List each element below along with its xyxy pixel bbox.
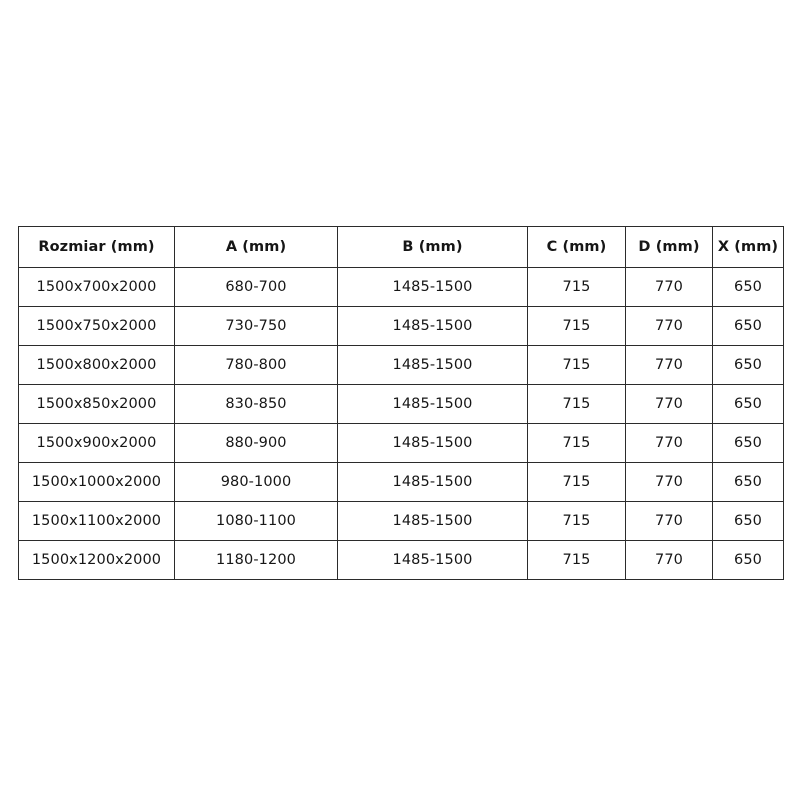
cell-x: 650: [712, 306, 784, 346]
cell-a: 730-750: [174, 306, 338, 346]
cell-d: 770: [625, 345, 713, 385]
cell-rozmiar: 1500x750x2000: [18, 306, 175, 346]
column-header-rozmiar: Rozmiar (mm): [18, 226, 175, 268]
cell-c: 715: [527, 267, 626, 307]
cell-d: 770: [625, 501, 713, 541]
column-header-d: D (mm): [625, 226, 713, 268]
table-row: 1500x1100x2000 1080-1100 1485-1500 715 7…: [18, 501, 784, 541]
cell-b: 1485-1500: [337, 540, 528, 580]
cell-d: 770: [625, 267, 713, 307]
cell-x: 650: [712, 423, 784, 463]
cell-rozmiar: 1500x700x2000: [18, 267, 175, 307]
cell-d: 770: [625, 306, 713, 346]
cell-a: 780-800: [174, 345, 338, 385]
table-row: 1500x1000x2000 980-1000 1485-1500 715 77…: [18, 462, 784, 502]
cell-rozmiar: 1500x800x2000: [18, 345, 175, 385]
cell-a: 880-900: [174, 423, 338, 463]
cell-b: 1485-1500: [337, 462, 528, 502]
dimensions-table: Rozmiar (mm) A (mm) B (mm) C (mm) D (mm)…: [18, 226, 784, 580]
cell-b: 1485-1500: [337, 267, 528, 307]
cell-c: 715: [527, 540, 626, 580]
table-header: Rozmiar (mm) A (mm) B (mm) C (mm) D (mm)…: [18, 226, 784, 268]
column-header-x: X (mm): [712, 226, 784, 268]
cell-b: 1485-1500: [337, 306, 528, 346]
cell-rozmiar: 1500x1100x2000: [18, 501, 175, 541]
cell-rozmiar: 1500x1200x2000: [18, 540, 175, 580]
cell-x: 650: [712, 462, 784, 502]
spec-table-container: Rozmiar (mm) A (mm) B (mm) C (mm) D (mm)…: [18, 226, 784, 580]
cell-d: 770: [625, 423, 713, 463]
table-row: 1500x900x2000 880-900 1485-1500 715 770 …: [18, 423, 784, 463]
cell-rozmiar: 1500x1000x2000: [18, 462, 175, 502]
table-row: 1500x800x2000 780-800 1485-1500 715 770 …: [18, 345, 784, 385]
cell-b: 1485-1500: [337, 423, 528, 463]
cell-c: 715: [527, 384, 626, 424]
cell-a: 830-850: [174, 384, 338, 424]
cell-x: 650: [712, 501, 784, 541]
cell-x: 650: [712, 345, 784, 385]
cell-a: 980-1000: [174, 462, 338, 502]
cell-b: 1485-1500: [337, 501, 528, 541]
table-row: 1500x1200x2000 1180-1200 1485-1500 715 7…: [18, 540, 784, 580]
cell-b: 1485-1500: [337, 345, 528, 385]
cell-x: 650: [712, 540, 784, 580]
cell-c: 715: [527, 345, 626, 385]
table-row: 1500x850x2000 830-850 1485-1500 715 770 …: [18, 384, 784, 424]
cell-x: 650: [712, 267, 784, 307]
cell-a: 1080-1100: [174, 501, 338, 541]
table-row: 1500x750x2000 730-750 1485-1500 715 770 …: [18, 306, 784, 346]
cell-rozmiar: 1500x900x2000: [18, 423, 175, 463]
column-header-b: B (mm): [337, 226, 528, 268]
cell-c: 715: [527, 423, 626, 463]
table-row: 1500x700x2000 680-700 1485-1500 715 770 …: [18, 267, 784, 307]
cell-x: 650: [712, 384, 784, 424]
cell-d: 770: [625, 462, 713, 502]
cell-a: 1180-1200: [174, 540, 338, 580]
column-header-c: C (mm): [527, 226, 626, 268]
cell-d: 770: [625, 540, 713, 580]
table-header-row: Rozmiar (mm) A (mm) B (mm) C (mm) D (mm)…: [18, 226, 784, 268]
cell-a: 680-700: [174, 267, 338, 307]
cell-rozmiar: 1500x850x2000: [18, 384, 175, 424]
cell-c: 715: [527, 462, 626, 502]
cell-c: 715: [527, 501, 626, 541]
column-header-a: A (mm): [174, 226, 338, 268]
table-body: 1500x700x2000 680-700 1485-1500 715 770 …: [18, 267, 784, 580]
cell-d: 770: [625, 384, 713, 424]
cell-b: 1485-1500: [337, 384, 528, 424]
cell-c: 715: [527, 306, 626, 346]
